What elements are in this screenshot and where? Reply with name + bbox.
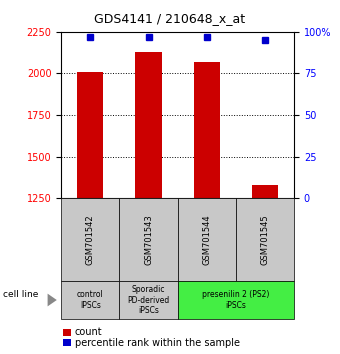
Bar: [135, 52, 161, 198]
Text: Sporadic
PD-derived
iPSCs: Sporadic PD-derived iPSCs: [128, 285, 170, 315]
Bar: [194, 62, 220, 198]
Text: GSM701542: GSM701542: [86, 215, 95, 265]
Text: presenilin 2 (PS2)
iPSCs: presenilin 2 (PS2) iPSCs: [202, 290, 270, 310]
Text: percentile rank within the sample: percentile rank within the sample: [75, 338, 240, 348]
Text: GSM701544: GSM701544: [202, 215, 211, 265]
Bar: [252, 185, 278, 198]
Bar: [77, 72, 103, 198]
Text: GSM701545: GSM701545: [260, 215, 270, 265]
Text: GSM701543: GSM701543: [144, 215, 153, 265]
Text: control
IPSCs: control IPSCs: [77, 290, 104, 310]
Text: GDS4141 / 210648_x_at: GDS4141 / 210648_x_at: [95, 12, 245, 25]
Text: cell line: cell line: [3, 290, 39, 299]
Text: count: count: [75, 327, 102, 337]
